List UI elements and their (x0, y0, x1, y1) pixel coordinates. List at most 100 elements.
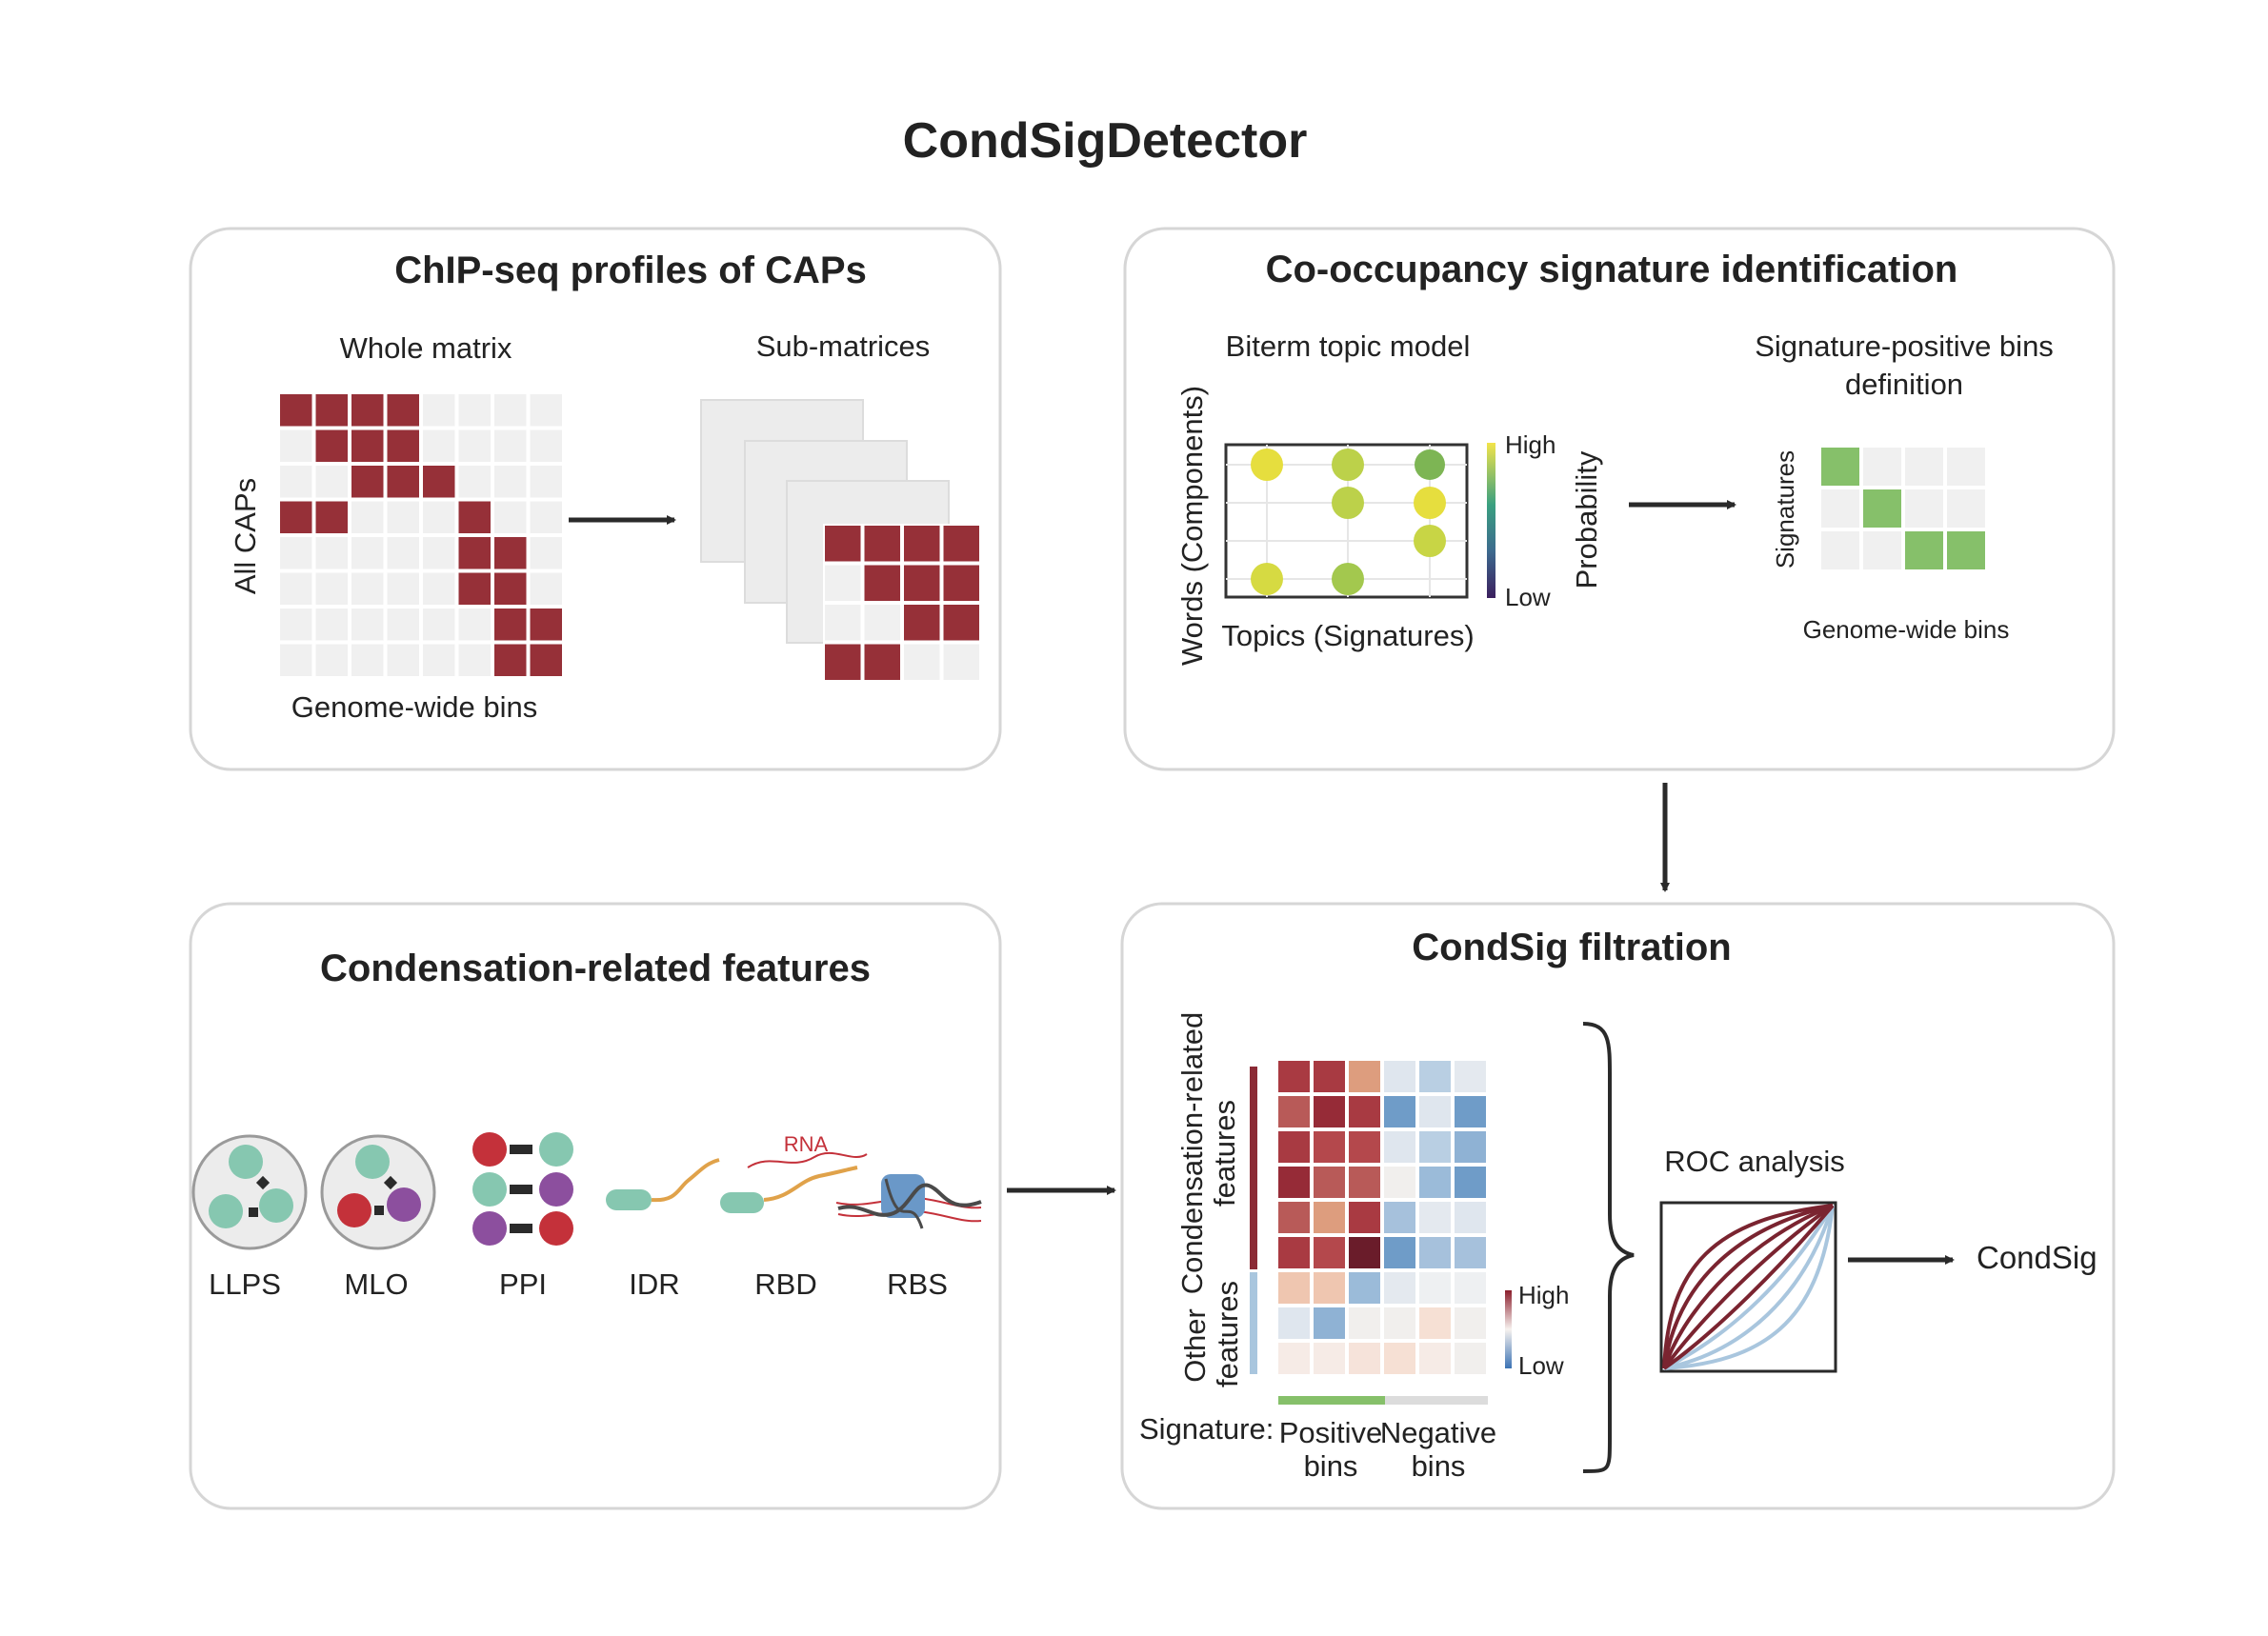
whole-matrix-cell (351, 644, 384, 676)
whole-matrix-cell (423, 644, 455, 676)
signature-matrix-cell (1947, 448, 1985, 486)
probability-dot (1332, 563, 1364, 595)
whole-matrix-cell (494, 537, 527, 569)
feature-label-rbs: RBS (887, 1267, 948, 1301)
whole-matrix-cell (494, 644, 527, 676)
probability-dot (1251, 449, 1283, 481)
legend-high-label: High (1505, 430, 1555, 459)
signature-matrix-cell (1821, 448, 1859, 486)
whole-matrix-cell (280, 394, 312, 427)
sig-genome-bins-label: Genome-wide bins (1803, 615, 2010, 644)
heatmap-cell (1278, 1272, 1310, 1304)
group-cond-line1: Condensation-related (1175, 1012, 1209, 1294)
heatmap-legend-low: Low (1518, 1351, 1564, 1380)
signature-matrix-cell (1947, 531, 1985, 569)
whole-matrix-cell (458, 609, 491, 641)
whole-matrix-cell (387, 609, 419, 641)
whole-matrix-cell (315, 466, 348, 498)
panel-filtration-title: CondSig filtration (1412, 927, 1732, 968)
heatmap-cell (1349, 1343, 1380, 1374)
whole-matrix-cell (458, 501, 491, 533)
rbs-icon (835, 1174, 982, 1229)
all-caps-label: All CAPs (229, 478, 262, 594)
signatures-axis-label: Signatures (1771, 450, 1799, 569)
heatmap-cell (1419, 1272, 1451, 1304)
whole-matrix-cell (280, 501, 312, 533)
heatmap-cell (1314, 1096, 1345, 1127)
probability-dot (1414, 525, 1446, 557)
heatmap-cell (1349, 1272, 1380, 1304)
words-axis-label: Words (Components) (1175, 386, 1209, 666)
feature-label-rbd: RBD (754, 1267, 816, 1301)
heatmap-cell (1455, 1131, 1486, 1163)
whole-matrix-cell (530, 394, 562, 427)
sub-matrix-cell (904, 644, 940, 680)
whole-matrix-cell (315, 429, 348, 462)
sub-matrix-cell (864, 565, 900, 601)
whole-matrix-cell (387, 429, 419, 462)
whole-matrix-cell (315, 537, 348, 569)
heatmap-cell (1455, 1307, 1486, 1339)
whole-matrix-cell (351, 466, 384, 498)
heatmap-cell (1314, 1343, 1345, 1374)
whole-matrix-cell (530, 466, 562, 498)
panel-features-title: Condensation-related features (320, 948, 871, 989)
heatmap-cell (1419, 1061, 1451, 1092)
heatmap-cell (1278, 1307, 1310, 1339)
sub-matrix-cell (864, 644, 900, 680)
feature-label-ppi: PPI (499, 1267, 547, 1301)
heatmap-cell (1384, 1307, 1415, 1339)
heatmap-cell (1455, 1343, 1486, 1374)
whole-matrix-cell (423, 394, 455, 427)
panel-chipseq-title: ChIP-seq profiles of CAPs (394, 249, 867, 291)
mlo-icon (320, 1134, 436, 1250)
signature-matrix-cell (1863, 489, 1901, 528)
signature-matrix-cell (1821, 531, 1859, 569)
probability-dot (1251, 563, 1283, 595)
heatmap-cell (1455, 1237, 1486, 1268)
heatmap-cell (1278, 1167, 1310, 1198)
whole-matrix (280, 394, 562, 676)
heatmap-cell (1419, 1131, 1451, 1163)
curly-brace (1582, 1022, 1635, 1473)
whole-matrix-label: Whole matrix (340, 331, 512, 365)
heatmap-cell (1349, 1061, 1380, 1092)
heatmap-cell (1349, 1131, 1380, 1163)
heatmap-cell (1314, 1167, 1345, 1198)
heatmap-cell (1384, 1343, 1415, 1374)
probability-colorbar (1487, 443, 1495, 598)
whole-matrix-cell (494, 572, 527, 605)
whole-matrix-cell (315, 572, 348, 605)
whole-matrix-cell (280, 572, 312, 605)
signature-matrix-cell (1863, 448, 1901, 486)
heatmap-cell (1384, 1061, 1415, 1092)
sub-matrix-cell (904, 565, 940, 601)
sub-matrix-cell (864, 605, 900, 641)
rna-label: RNA (784, 1132, 829, 1156)
signature-matrix-cell (1905, 531, 1943, 569)
whole-matrix-cell (423, 609, 455, 641)
sub-matrix-cell (904, 526, 940, 562)
signature-matrix-cell (1905, 489, 1943, 528)
sub-matrix-cell (825, 644, 861, 680)
idr-icon (606, 1158, 720, 1210)
roc-analysis-label: ROC analysis (1664, 1145, 1845, 1178)
probability-dot (1332, 487, 1364, 519)
ppi-icon (472, 1132, 573, 1246)
heatmap-cell (1349, 1307, 1380, 1339)
feature-labels: LLPS MLO PPI IDR RBD RBS (209, 1267, 948, 1301)
heatmap-cell (1419, 1307, 1451, 1339)
whole-matrix-cell (530, 609, 562, 641)
heatmap-cell (1278, 1096, 1310, 1127)
sigpos-title-line1: Signature-positive bins (1755, 329, 2054, 363)
whole-matrix-cell (351, 501, 384, 533)
sub-matrix-cell (943, 565, 979, 601)
panel-cooccupancy-title: Co-occupancy signature identification (1266, 249, 1958, 290)
sub-matrix-cell (943, 605, 979, 641)
probability-dot (1415, 449, 1445, 480)
whole-matrix-cell (387, 501, 419, 533)
whole-matrix-cell (423, 429, 455, 462)
whole-matrix-cell (280, 609, 312, 641)
sub-matrix-cell (864, 526, 900, 562)
